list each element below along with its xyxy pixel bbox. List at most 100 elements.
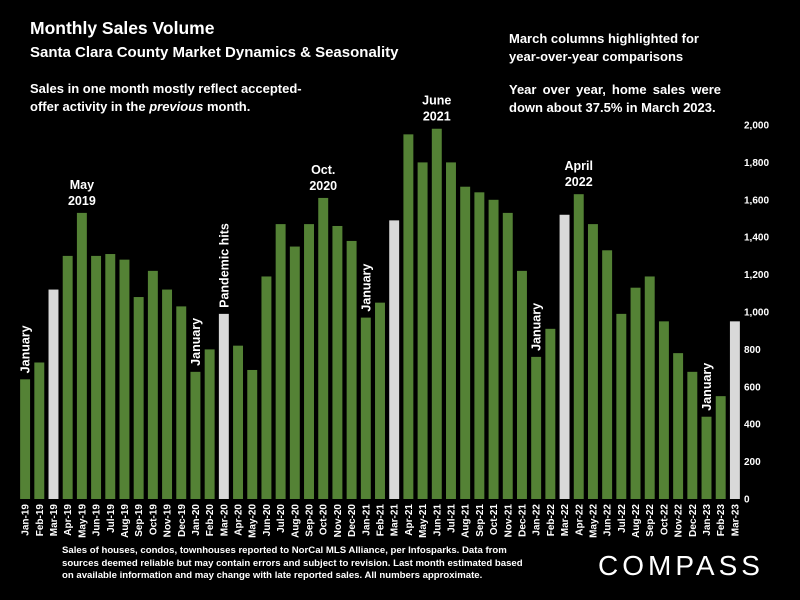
y-tick-label: 1,400 <box>744 233 769 244</box>
annotation-may-2019-line2: 2019 <box>68 194 96 208</box>
annotation-april-2022-line1: April <box>565 159 593 173</box>
x-tick-label: Dec-19 <box>177 504 188 537</box>
bar-apr-21 <box>403 134 414 499</box>
x-tick-label: Jul-22 <box>617 504 628 533</box>
bar-mar-19 <box>48 289 59 499</box>
x-tick-label: Aug-20 <box>290 504 301 538</box>
annotations-group: January May 2019 January Pandemic hits Oct. 20… <box>19 94 714 411</box>
x-tick-label: Jul-21 <box>446 504 457 533</box>
x-tick-label: Oct-22 <box>659 504 670 536</box>
bar-dec-19 <box>176 306 187 499</box>
bar-may-22 <box>587 224 598 500</box>
x-tick-label: May-21 <box>418 504 429 538</box>
bars-group <box>20 128 740 500</box>
bar-aug-21 <box>460 186 471 499</box>
x-tick-label: Jan-21 <box>361 504 372 536</box>
bar-feb-20 <box>204 349 215 499</box>
bar-feb-21 <box>375 302 385 499</box>
x-tick-label: May-20 <box>248 504 259 538</box>
annotation-june-2021-line2: 2021 <box>423 110 451 124</box>
x-tick-label: May-19 <box>77 504 88 538</box>
x-tick-label: Nov-21 <box>503 504 514 538</box>
annotation-april-2022-line2: 2022 <box>565 175 593 189</box>
bar-mar-22 <box>559 214 570 499</box>
x-tick-label: Oct-20 <box>319 504 330 536</box>
annotation-january: January <box>19 325 33 373</box>
annotation-pandemic-hits: Pandemic hits <box>217 223 231 308</box>
offer-note-line2-prefix: offer activity in the <box>30 99 150 114</box>
bar-jul-19 <box>105 254 116 499</box>
source-footnote: Sales of houses, condos, townhouses repo… <box>62 545 523 581</box>
bar-oct-19 <box>147 270 158 499</box>
bar-mar-21 <box>389 220 400 499</box>
x-tick-label: Nov-19 <box>163 504 174 538</box>
annotation-january: January <box>359 264 373 312</box>
y-tick-label: 600 <box>744 382 761 393</box>
bar-apr-22 <box>573 194 584 499</box>
y-tick-label: 200 <box>744 457 761 468</box>
bar-jul-20 <box>275 224 286 500</box>
x-tick-label: Feb-19 <box>35 504 46 537</box>
x-tick-label: Sep-20 <box>305 504 316 537</box>
x-tick-label: Jun-19 <box>92 504 103 537</box>
bar-feb-23 <box>715 396 726 499</box>
bar-aug-19 <box>119 259 130 499</box>
bar-feb-22 <box>545 328 556 499</box>
x-tick-label: Oct-21 <box>489 504 500 536</box>
y-tick-label: 0 <box>744 495 750 506</box>
chart-title: Monthly Sales Volume <box>30 18 215 38</box>
y-tick-label: 1,000 <box>744 308 769 319</box>
x-tick-label: Jan-20 <box>191 504 202 536</box>
bar-jan-21 <box>360 317 371 499</box>
x-tick-label: Sep-19 <box>134 504 145 537</box>
y-axis: 0 200 400 600 800 1,000 1,200 1,400 1,600 1,800 2,… <box>744 121 769 506</box>
bar-oct-20 <box>318 197 329 499</box>
bar-jul-22 <box>616 313 627 499</box>
annotation-january: January <box>700 363 714 411</box>
bar-jun-22 <box>602 250 613 499</box>
x-tick-label: Sep-22 <box>645 504 656 537</box>
x-tick-label: Mar-23 <box>730 504 741 537</box>
bar-jun-19 <box>91 255 102 499</box>
bar-may-20 <box>247 369 258 499</box>
offer-note-line1: Sales in one month mostly reflect accept… <box>30 81 302 96</box>
annotation-oct-2020-line1: Oct. <box>311 163 335 177</box>
bar-jan-19 <box>20 379 31 499</box>
bar-nov-21 <box>502 212 513 499</box>
x-tick-label: Jul-19 <box>106 504 117 533</box>
bar-sep-20 <box>304 224 314 500</box>
x-tick-label: Mar-21 <box>390 504 401 537</box>
x-tick-label: Apr-20 <box>234 504 245 536</box>
offer-note-line2-italic: previous <box>149 99 204 114</box>
x-tick-label: Dec-22 <box>688 504 699 537</box>
x-tick-label: Sep-21 <box>475 504 486 537</box>
x-tick-label: Apr-19 <box>63 504 74 536</box>
bar-may-21 <box>417 162 428 499</box>
x-tick-label: Mar-20 <box>219 504 230 537</box>
bar-apr-20 <box>233 345 244 499</box>
x-tick-label: Nov-22 <box>674 504 685 538</box>
chart-subtitle: Santa Clara County Market Dynamics & Sea… <box>30 44 399 61</box>
y-tick-label: 1,800 <box>744 158 769 169</box>
x-tick-label: Aug-21 <box>461 504 472 538</box>
x-tick-label: May-22 <box>588 504 599 538</box>
x-tick-label: Jul-20 <box>276 504 287 533</box>
bar-mar-23 <box>729 321 740 499</box>
x-tick-label: Apr-22 <box>574 504 585 536</box>
bar-sep-21 <box>474 192 485 499</box>
x-tick-label: Oct-19 <box>148 504 159 536</box>
x-tick-label: Jun-20 <box>262 504 273 537</box>
x-tick-label: Mar-22 <box>560 504 571 537</box>
y-tick-label: 1,200 <box>744 270 769 281</box>
y-tick-label: 1,600 <box>744 195 769 206</box>
x-tick-label: Apr-21 <box>404 504 415 536</box>
x-tick-label: Jun-21 <box>432 504 443 537</box>
bar-dec-21 <box>516 270 527 499</box>
x-tick-label: Aug-22 <box>631 504 642 538</box>
bar-oct-21 <box>488 199 499 500</box>
x-tick-label: Feb-21 <box>376 504 387 537</box>
bar-dec-22 <box>687 371 698 499</box>
x-axis: Jan-19 Feb-19 Mar-19 Apr-19 May-19 Jun-19 Jul-… <box>21 504 742 538</box>
x-tick-label: Nov-20 <box>333 504 344 538</box>
x-tick-label: Jun-22 <box>603 504 614 537</box>
